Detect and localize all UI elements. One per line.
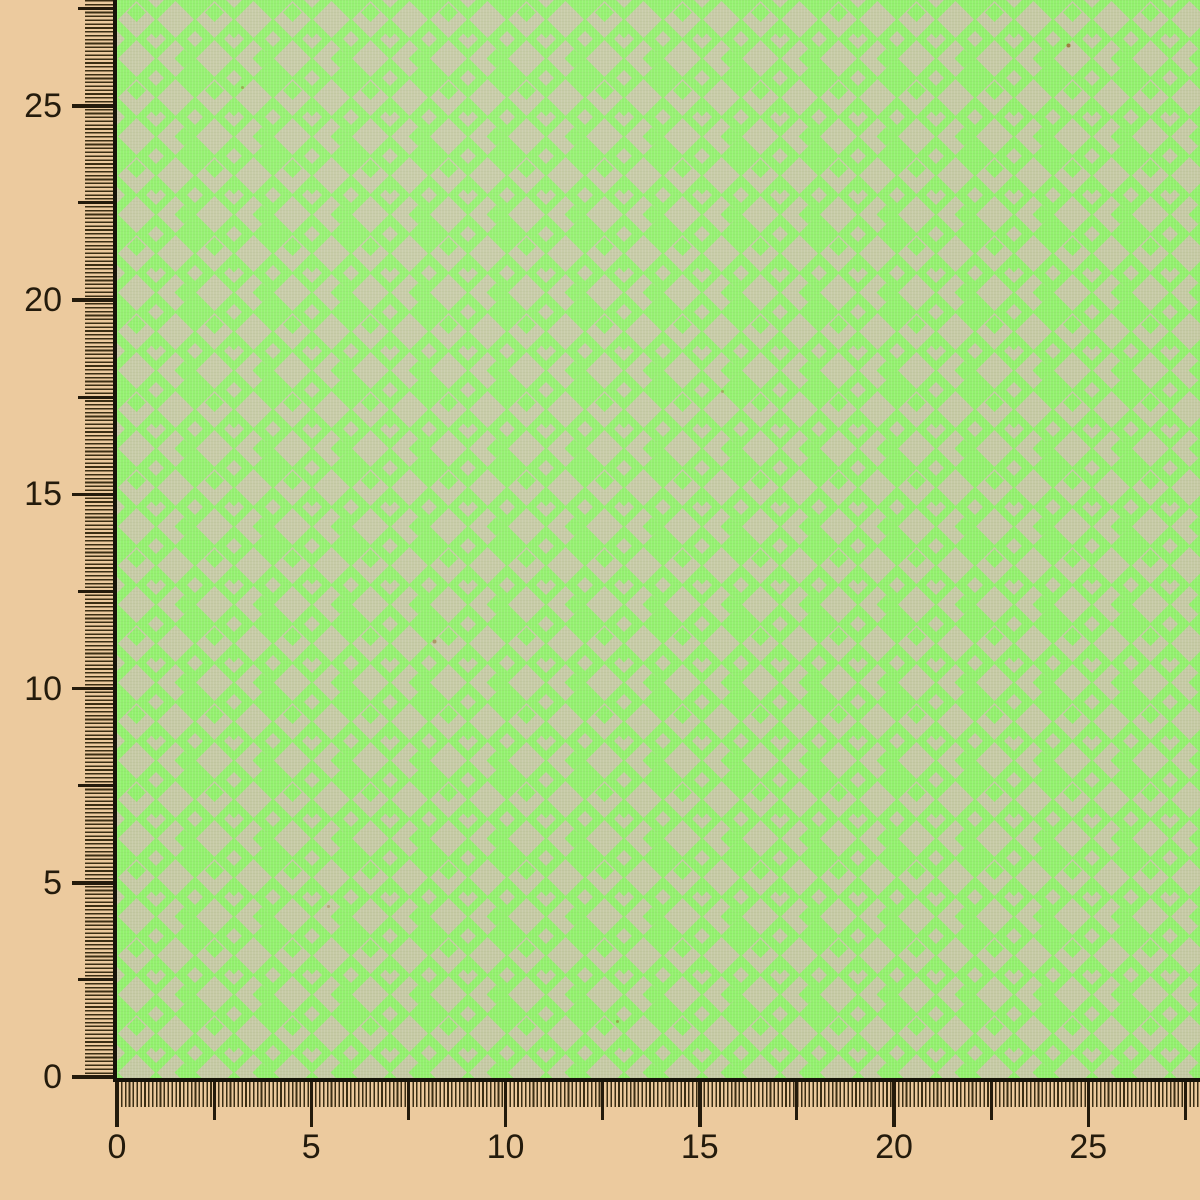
vertical-ruler-fine-ticks <box>85 0 113 1077</box>
ruler-number: 15 <box>24 475 62 514</box>
ruler-tick-half <box>795 1082 799 1120</box>
ruler-number: 0 <box>43 1058 62 1096</box>
ruler-number: 15 <box>680 1128 719 1166</box>
ruler-number: 5 <box>43 863 62 902</box>
ruler-number: 10 <box>24 669 62 708</box>
ruler-number: 25 <box>1069 1128 1108 1166</box>
ruler-tick-major <box>72 881 113 885</box>
ruler-tick-half <box>78 978 113 982</box>
fabric-swatch <box>113 0 1200 1082</box>
ruler-tick-major <box>72 298 113 302</box>
ruler-number: 10 <box>486 1128 525 1166</box>
fabric-weave-texture <box>117 0 1200 1078</box>
ruler-tick-major <box>1086 1082 1090 1127</box>
fabric-slubs <box>117 0 120 3</box>
ruler-number: 25 <box>24 86 62 125</box>
ruler-tick-half <box>78 589 113 593</box>
ruler-tick-half <box>78 201 113 205</box>
ruler-tick-half <box>989 1082 993 1120</box>
ruler-number: 20 <box>24 281 62 319</box>
ruler-number: 20 <box>875 1128 913 1166</box>
ruler-tick-major <box>72 492 113 496</box>
ruler-tick-half <box>1183 1082 1187 1120</box>
ruler-tick-half <box>601 1082 605 1120</box>
ruler-number: 5 <box>301 1128 321 1166</box>
ruler-tick-major <box>503 1082 508 1127</box>
ruler-tick-half <box>78 7 113 11</box>
houndstooth-pattern <box>117 0 1200 1078</box>
ruler-tick-half <box>78 395 113 399</box>
ruler-tick-major <box>309 1082 313 1127</box>
ruler-number: 0 <box>107 1128 127 1166</box>
ruler-tick-major <box>698 1082 702 1127</box>
ruler-tick-half <box>212 1082 216 1120</box>
horizontal-ruler-fine-ticks <box>117 1082 1200 1107</box>
ruler-tick-half <box>406 1082 410 1120</box>
ruler-tick-major <box>72 1075 113 1079</box>
ruler-tick-major <box>892 1082 896 1127</box>
ruler-tick-half <box>78 784 113 788</box>
ruler-tick-major <box>115 1082 119 1127</box>
ruler-tick-major <box>72 686 113 691</box>
ruler-tick-major <box>72 104 113 108</box>
